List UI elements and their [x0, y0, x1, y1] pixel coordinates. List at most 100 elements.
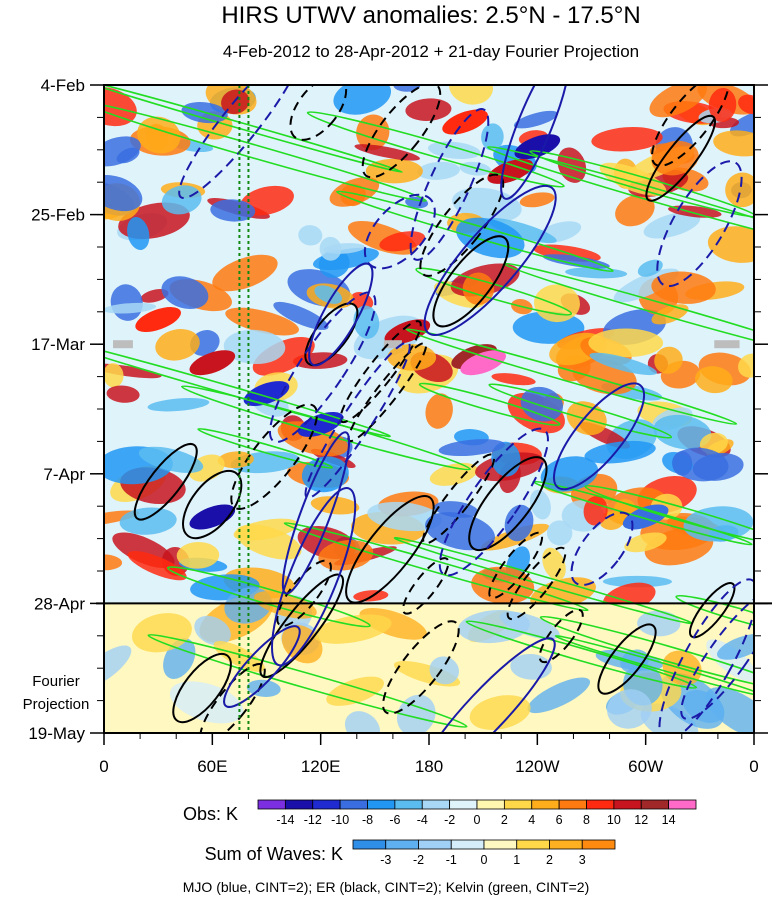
kelvin-contour [675, 594, 754, 634]
projection-patch [254, 591, 317, 619]
chart-title: HIRS UTWV anomalies: 2.5°N - 17.5°N [221, 2, 640, 29]
anomaly-patch [481, 123, 504, 151]
projection-patch [682, 689, 725, 723]
y-tick-label: 25-Feb [31, 206, 85, 225]
projection-patch [469, 695, 531, 730]
colorbar-swatch [483, 839, 518, 850]
mjo-contour [268, 291, 377, 443]
anomaly-patch [235, 524, 302, 560]
anomaly-patch [534, 284, 580, 323]
anomaly-patch [653, 414, 712, 450]
anomaly-patch [491, 373, 536, 386]
er-contour [468, 456, 548, 552]
anomaly-patch [520, 386, 564, 422]
anomaly-patch [155, 329, 200, 361]
projection-patch [527, 677, 591, 714]
anomaly-patch [584, 440, 656, 464]
er-contour [230, 403, 318, 510]
er-contour [172, 652, 232, 724]
kelvin-contour [554, 635, 754, 697]
y-tick-label: 17-Mar [31, 335, 85, 354]
anomaly-patch [542, 254, 610, 269]
colorbar-swatch [640, 799, 670, 810]
anomaly-patch [176, 541, 220, 569]
anomaly-patch [273, 301, 329, 330]
mjo-contour [281, 431, 351, 595]
colorbar-swatch [531, 799, 560, 810]
anomaly-patch [738, 353, 754, 378]
mjo-contour [308, 262, 374, 367]
er-contour [339, 320, 422, 424]
anomaly-core [384, 319, 431, 345]
colorbar-level: 10 [607, 813, 621, 827]
er-contour [182, 470, 243, 540]
reference-lines [238, 85, 250, 733]
anomaly-patch [333, 85, 392, 115]
anomaly-patch [708, 87, 737, 122]
anomaly-patch [438, 439, 506, 457]
kelvin-contour [104, 101, 427, 202]
x-tick-label: 60E [197, 757, 227, 776]
anomaly-patch [127, 216, 150, 251]
anomaly-core [189, 504, 236, 530]
kelvin-contour [147, 633, 468, 728]
colorbar-level: 12 [634, 813, 648, 827]
anomaly-core [514, 134, 561, 160]
anomaly-patch [591, 127, 663, 152]
kelvin-contour [418, 382, 561, 426]
y-tick-label: 7-Apr [43, 465, 85, 484]
anomaly-patch [387, 344, 437, 371]
colorbar-swatch [385, 839, 419, 850]
kelvin-contour [539, 615, 754, 691]
er-contour [422, 453, 496, 545]
anomaly-patch [104, 363, 124, 388]
anomaly-core [487, 158, 534, 184]
er-contour [304, 302, 359, 367]
projection-patch [396, 694, 436, 733]
anomaly-core [622, 504, 669, 530]
anomaly-patch [672, 451, 693, 476]
mjo-contour [680, 590, 754, 720]
colorbar-swatch [476, 799, 505, 810]
colorbar-level: 0 [474, 813, 481, 827]
anomaly-patch [217, 451, 254, 469]
anomaly-patch [589, 352, 657, 376]
kelvin-contour [283, 522, 589, 612]
colorbar-level: -14 [276, 813, 294, 827]
anomaly-patch [519, 192, 555, 208]
mjo-contour [271, 487, 357, 667]
colorbar-level: 3 [579, 853, 586, 867]
anomaly-patch [529, 489, 551, 520]
anomaly-patch [104, 175, 143, 212]
colorbar-swatch [339, 799, 368, 810]
anomaly-patch [140, 289, 169, 303]
projection-patch [705, 687, 754, 733]
anomaly-patch [615, 194, 655, 227]
anomaly-patch [319, 236, 342, 261]
colorbar-swatch [284, 799, 314, 810]
colorbar-level: 0 [481, 853, 488, 867]
er-contour [259, 573, 345, 679]
projection-patch [344, 711, 380, 733]
y-tick-label: 28-Apr [34, 594, 85, 613]
anomaly-patch [546, 520, 573, 546]
anomaly-patch [104, 510, 139, 527]
colorbar-swatch [503, 799, 533, 810]
projection-patch [169, 681, 244, 724]
anomaly-core [135, 307, 181, 332]
er-contour [402, 557, 450, 615]
colorbar-level: -8 [362, 813, 373, 827]
anomaly-core [243, 381, 290, 407]
er-contour [361, 85, 442, 179]
colorbar-swatch [394, 799, 423, 810]
anomaly-patch [738, 94, 754, 115]
anomaly-patch [417, 161, 460, 180]
anomaly-patch [425, 393, 453, 429]
er-contour [538, 608, 584, 664]
anomaly-patch [542, 547, 566, 581]
mjo-contour [656, 160, 743, 288]
anomaly-patch [729, 111, 754, 137]
mjo-contour [417, 637, 556, 733]
colorbar-level: 14 [662, 813, 676, 827]
er-contour [345, 495, 435, 604]
